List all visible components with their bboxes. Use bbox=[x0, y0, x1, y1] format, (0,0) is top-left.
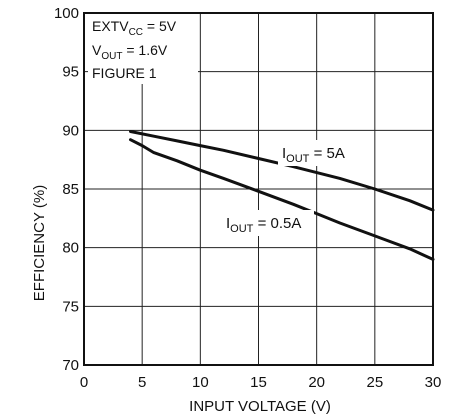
x-tick-label: 5 bbox=[138, 374, 146, 391]
x-tick-label: 0 bbox=[80, 374, 88, 391]
y-tick-label: 80 bbox=[62, 240, 79, 257]
x-tick-label: 25 bbox=[366, 374, 383, 391]
y-tick-label: 70 bbox=[62, 357, 79, 374]
series-label-05a: IOUT = 0.5A bbox=[226, 215, 301, 235]
annotation-background bbox=[88, 14, 198, 84]
y-tick-labels: 70 75 80 85 90 95 100 bbox=[54, 5, 79, 374]
y-tick-label: 95 bbox=[62, 64, 79, 81]
y-tick-label: 85 bbox=[62, 181, 79, 198]
y-tick-label: 90 bbox=[62, 122, 79, 139]
x-tick-labels: 0 5 10 15 20 25 30 bbox=[80, 374, 442, 391]
x-tick-label: 10 bbox=[192, 374, 209, 391]
y-axis-title: EFFICIENCY (%) bbox=[31, 185, 48, 301]
x-tick-label: 15 bbox=[250, 374, 267, 391]
annotation-line-3: FIGURE 1 bbox=[92, 65, 157, 81]
series-line-iout-0.5a bbox=[129, 138, 435, 261]
series-label-5a: IOUT = 5A bbox=[282, 145, 345, 165]
x-tick-label: 20 bbox=[308, 374, 325, 391]
y-tick-label: 100 bbox=[54, 5, 79, 22]
x-tick-label: 30 bbox=[425, 374, 442, 391]
x-axis-title: INPUT VOLTAGE (V) bbox=[189, 398, 331, 415]
series-lines bbox=[129, 130, 435, 261]
annotation-line-1: EXTVCC = 5V bbox=[92, 18, 177, 38]
y-tick-label: 75 bbox=[62, 298, 79, 315]
plot-frame bbox=[83, 12, 434, 366]
series-line-iout-5a bbox=[129, 130, 435, 212]
series-label-background bbox=[222, 210, 314, 236]
series-label-background bbox=[278, 140, 358, 166]
condition-annotation: EXTVCC = 5V VOUT = 1.6V FIGURE 1 bbox=[92, 18, 177, 81]
annotation-line-2: VOUT = 1.6V bbox=[92, 42, 168, 62]
